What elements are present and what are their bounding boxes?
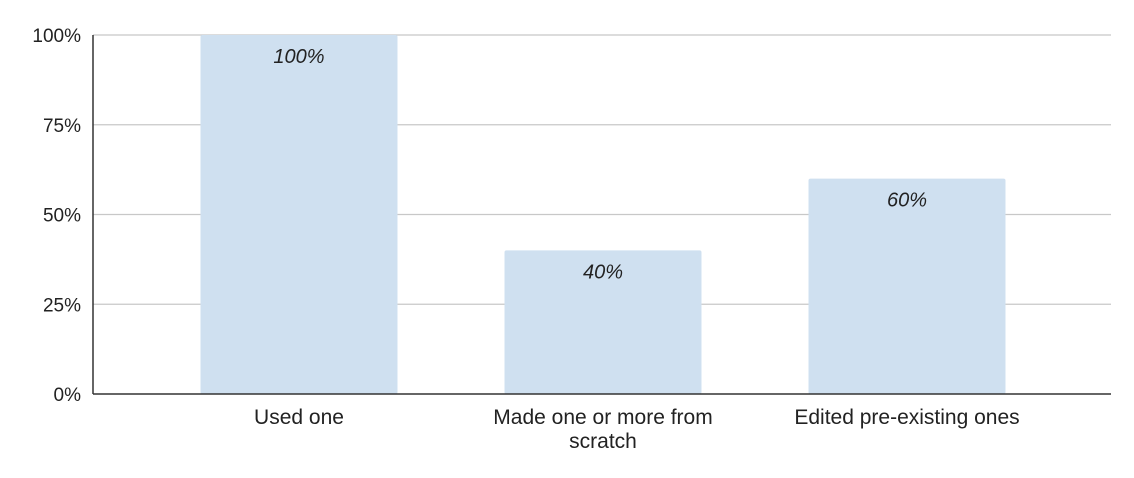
y-tick-label: 75%: [43, 116, 81, 137]
bar: [200, 35, 398, 394]
y-tick-label: 50%: [43, 206, 81, 227]
y-tick-label: 0%: [54, 385, 82, 406]
bars: [200, 35, 1006, 394]
data-label: 100%: [273, 46, 324, 68]
bar: [808, 178, 1006, 394]
y-tick-label: 100%: [32, 26, 81, 47]
x-tick-label: Edited pre-existing ones: [794, 406, 1019, 429]
y-tick-label: 25%: [43, 295, 81, 316]
data-label: 60%: [887, 190, 927, 212]
x-tick-label: Used one: [254, 406, 344, 429]
x-tick-label: Made one or more from: [493, 406, 712, 429]
axes: [92, 35, 1111, 395]
data-label: 40%: [583, 261, 623, 283]
x-tick-label: scratch: [569, 430, 637, 453]
labels: 0% 25% 50% 75% 100% 100% Used one 40% Made one o…: [32, 26, 1019, 453]
bar: [504, 250, 702, 394]
